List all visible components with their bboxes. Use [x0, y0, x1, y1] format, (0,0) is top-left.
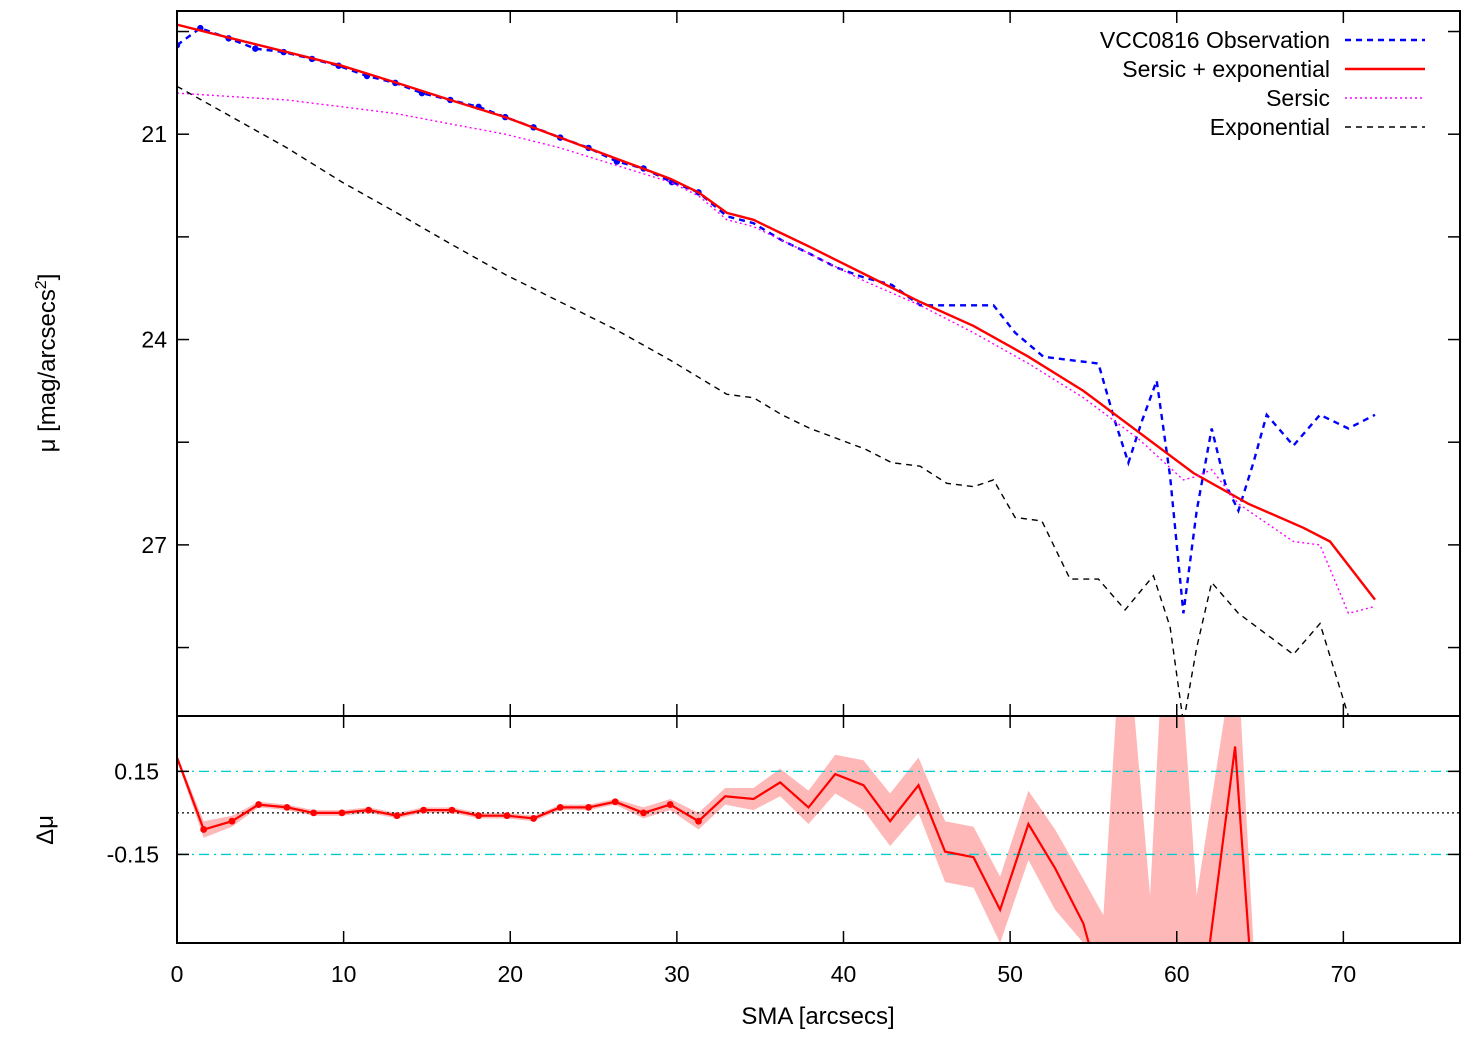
- residual-point: [556, 803, 564, 811]
- residual-point: [365, 806, 373, 814]
- x-axis-ticks: 0 10 20 30 40 50 60 70: [171, 11, 1357, 987]
- y-tick-label: 21: [141, 121, 167, 147]
- residual-point: [310, 809, 318, 817]
- residual-point: [200, 826, 208, 833]
- series-line-sersic-exponential: [177, 23, 1376, 601]
- residual-point: [666, 801, 674, 808]
- residual-point: [255, 801, 263, 808]
- residual-point: [448, 806, 456, 814]
- series-line-exponential: [177, 85, 1350, 716]
- residual-point: [393, 812, 401, 820]
- residual-point: [503, 812, 511, 820]
- y-tick-label: 0.15: [114, 758, 159, 784]
- profile-panel: 21 24 27 VCC0816 Observation Sersic + expon…: [33, 23, 1460, 716]
- residual-point: [611, 798, 619, 806]
- residual-point: [640, 809, 647, 817]
- legend-label: Sersic: [1266, 85, 1330, 111]
- y-axis-title-profile: μ [mag/arcsecs2]: [33, 274, 61, 453]
- legend: VCC0816 Observation Sersic + exponential S…: [1100, 27, 1425, 140]
- x-tick-label: 0: [171, 961, 184, 987]
- x-tick-label: 10: [331, 961, 357, 987]
- residual-point: [585, 803, 592, 811]
- residual-plot-frame: [176, 715, 1461, 944]
- x-tick-label: 30: [664, 961, 690, 987]
- y-axis-title-residual: Δμ: [32, 815, 59, 845]
- x-tick-label: 50: [997, 961, 1023, 987]
- residual-panel: 0.15 -0.15 Δμ: [32, 716, 1460, 943]
- residual-point: [420, 806, 428, 814]
- residual-point: [475, 812, 482, 820]
- series-line-observation: [177, 26, 1376, 614]
- legend-label: Sersic + exponential: [1122, 56, 1330, 82]
- residual-point: [530, 815, 537, 822]
- y-tick-label: 27: [141, 532, 167, 558]
- x-tick-label: 70: [1331, 961, 1357, 987]
- legend-label: Exponential: [1210, 114, 1330, 140]
- y-tick-label: -0.15: [107, 841, 159, 867]
- residual-point: [338, 809, 346, 817]
- profile-y-ticks: 21 24 27: [141, 30, 1460, 649]
- residual-point: [283, 803, 291, 811]
- y-tick-label: 24: [141, 327, 167, 353]
- legend-label: VCC0816 Observation: [1100, 27, 1330, 53]
- residual-point: [228, 817, 236, 825]
- x-tick-label: 60: [1164, 961, 1190, 987]
- x-tick-label: 20: [497, 961, 523, 987]
- residual-line: [177, 746, 1251, 943]
- residual-y-ticks: 0.15 -0.15: [107, 758, 1460, 867]
- residual-error-band: [177, 716, 1254, 943]
- x-tick-label: 40: [831, 961, 857, 987]
- residual-point: [695, 817, 702, 825]
- data-point-observation: [252, 45, 259, 52]
- x-axis-title: SMA [arcsecs]: [741, 1003, 894, 1030]
- series-line-sersic: [177, 92, 1376, 615]
